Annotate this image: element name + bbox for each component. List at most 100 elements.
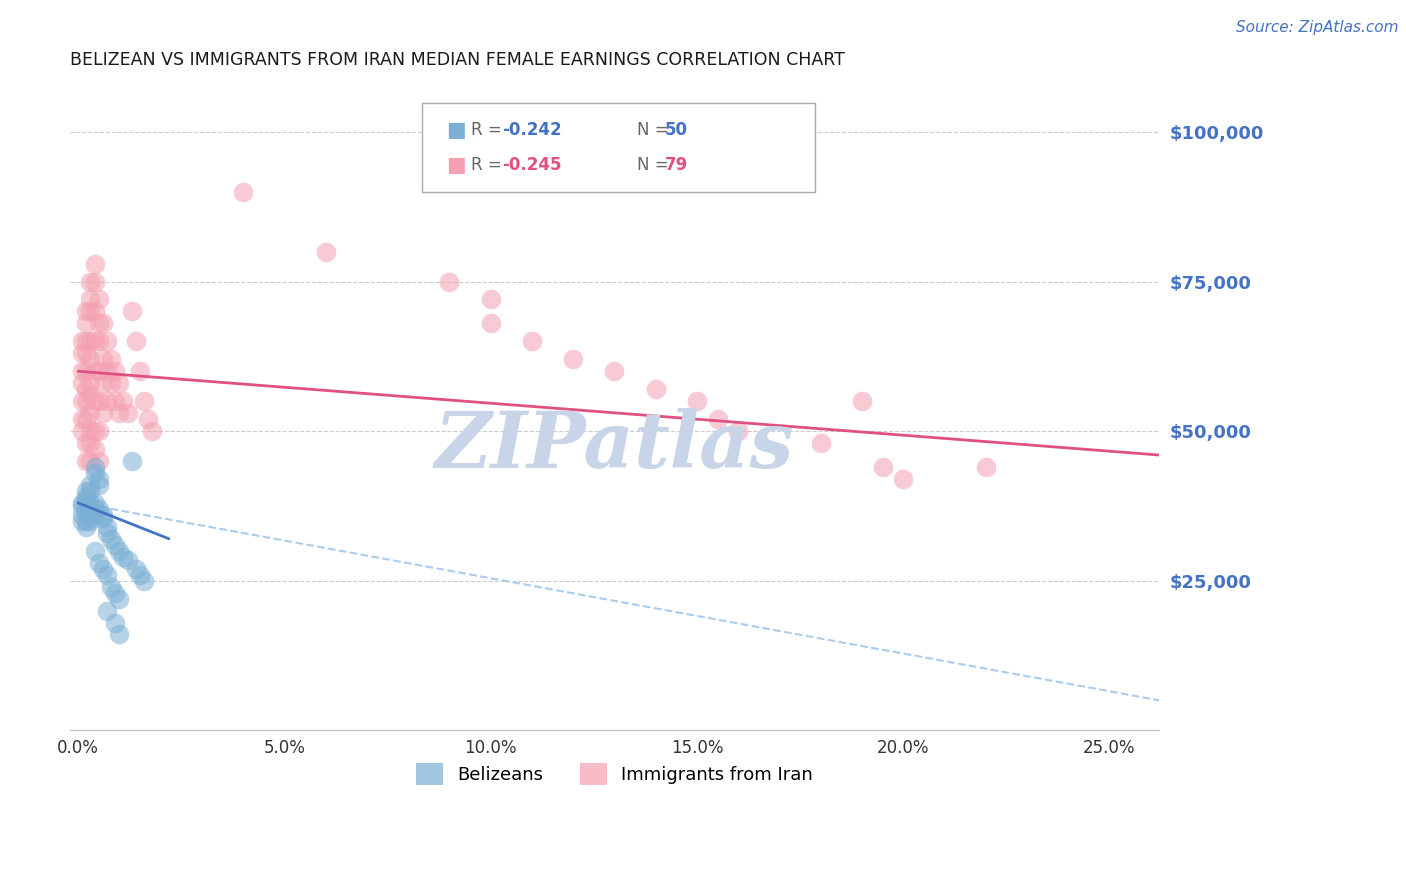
Point (79, 454, 101, 468)
Point (96, 567, 118, 582)
Point (79, 293, 101, 307)
Point (100, 532, 122, 546)
Point (87, 293, 110, 307)
Point (974, 460, 997, 475)
Point (83, 501, 105, 516)
Point (83, 460, 105, 475)
Text: R =: R = (471, 120, 508, 138)
Point (96, 394, 118, 409)
Point (108, 406, 131, 420)
Point (91, 562, 114, 576)
Point (121, 304, 143, 318)
Point (70, 496, 93, 510)
Point (104, 394, 127, 409)
Point (108, 543, 131, 558)
Point (96, 603, 118, 617)
Point (79, 478, 101, 492)
Point (727, 424, 749, 438)
Point (79, 508, 101, 522)
Point (83, 364, 105, 378)
Point (91, 511, 114, 525)
Point (851, 394, 873, 409)
Point (686, 394, 709, 409)
Point (75, 394, 97, 409)
Text: N =: N = (637, 120, 673, 138)
Legend: Belizeans, Immigrants from Iran: Belizeans, Immigrants from Iran (409, 756, 820, 792)
Point (136, 412, 159, 426)
Point (112, 549, 135, 564)
Point (75, 499, 97, 513)
Point (79, 511, 101, 525)
Point (91, 376, 114, 391)
Point (891, 472, 914, 486)
Point (91, 317, 114, 331)
Point (75, 483, 97, 498)
Point (87, 364, 110, 378)
Text: -0.242: -0.242 (502, 120, 561, 138)
Point (91, 352, 114, 367)
Text: ■: ■ (446, 120, 465, 139)
Point (79, 496, 101, 510)
Point (83, 275, 105, 289)
Text: R =: R = (471, 156, 508, 174)
Point (79, 514, 101, 528)
Point (75, 334, 97, 349)
Point (79, 424, 101, 438)
Point (479, 293, 502, 307)
Point (83, 496, 105, 510)
Point (75, 304, 97, 318)
Point (87, 478, 110, 492)
Point (87, 424, 110, 438)
Point (104, 585, 127, 599)
Text: 50: 50 (665, 120, 688, 138)
Point (83, 334, 105, 349)
Point (87, 556, 110, 570)
Point (75, 492, 97, 507)
Point (129, 567, 152, 582)
Point (134, 394, 156, 409)
Point (129, 364, 152, 378)
Point (439, 275, 461, 289)
Point (79, 275, 101, 289)
Point (79, 334, 101, 349)
Point (100, 352, 122, 367)
Point (70, 376, 93, 391)
Point (315, 244, 337, 259)
Point (112, 394, 135, 409)
Point (75, 490, 97, 504)
Point (75, 346, 97, 360)
Point (125, 334, 148, 349)
Point (520, 334, 543, 349)
Point (75, 364, 97, 378)
Point (603, 364, 626, 378)
Point (83, 466, 105, 480)
Point (83, 304, 105, 318)
Point (75, 317, 97, 331)
Point (96, 334, 118, 349)
Point (100, 376, 122, 391)
Point (125, 562, 148, 576)
Point (810, 436, 832, 450)
Point (108, 627, 131, 641)
Point (79, 352, 101, 367)
Point (79, 388, 101, 402)
Point (108, 591, 131, 606)
Point (75, 454, 97, 468)
Point (70, 424, 93, 438)
Point (70, 346, 93, 360)
Point (644, 382, 666, 396)
Point (104, 538, 127, 552)
Point (79, 505, 101, 519)
Point (70, 412, 93, 426)
Point (96, 520, 118, 534)
Text: ■: ■ (446, 155, 465, 175)
Point (75, 412, 97, 426)
Point (96, 525, 118, 540)
Point (104, 615, 127, 630)
Point (79, 483, 101, 498)
Point (117, 406, 139, 420)
Point (83, 257, 105, 271)
Point (70, 334, 93, 349)
Text: 79: 79 (665, 156, 689, 174)
Point (75, 505, 97, 519)
